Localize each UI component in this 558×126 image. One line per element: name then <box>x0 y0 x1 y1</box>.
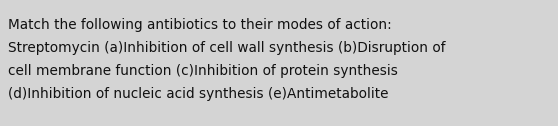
Text: Match the following antibiotics to their modes of action:: Match the following antibiotics to their… <box>8 18 392 32</box>
Text: cell membrane function (c)Inhibition of protein synthesis: cell membrane function (c)Inhibition of … <box>8 64 398 78</box>
Text: Streptomycin (a)Inhibition of cell wall synthesis (b)Disruption of: Streptomycin (a)Inhibition of cell wall … <box>8 41 445 55</box>
Text: (d)Inhibition of nucleic acid synthesis (e)Antimetabolite: (d)Inhibition of nucleic acid synthesis … <box>8 87 388 101</box>
